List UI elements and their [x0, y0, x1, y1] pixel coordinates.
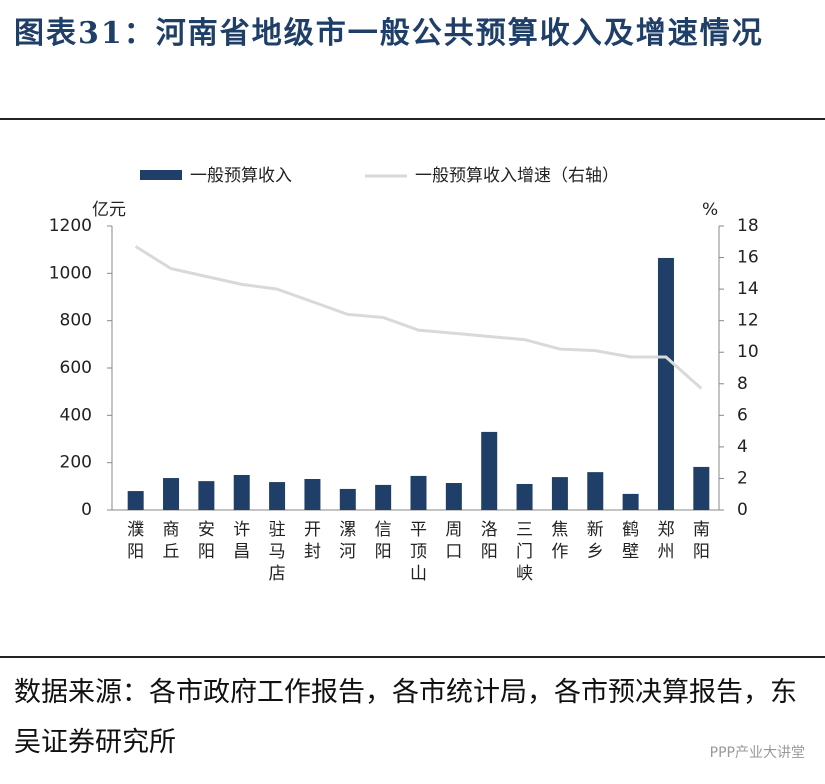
y2-tick-label: 10 — [737, 342, 759, 362]
x-tick-label: 周口 — [445, 520, 462, 562]
y2-tick-label: 8 — [737, 374, 748, 394]
x-tick-label: 鹤壁 — [622, 520, 639, 562]
legend-swatch — [140, 170, 182, 180]
x-tick-label: 安阳 — [198, 520, 215, 562]
x-tick-label: 商丘 — [163, 520, 180, 562]
line — [134, 245, 703, 390]
y-tick-label: 200 — [60, 453, 92, 473]
bar — [693, 466, 710, 510]
bar — [375, 484, 392, 510]
bar — [304, 478, 321, 510]
x-tick-label: 三门峡 — [516, 520, 533, 584]
y2-tick-label: 6 — [737, 405, 748, 425]
title: 图表31：河南省地级市一般公共预算收入及增速情况 — [14, 16, 764, 51]
x-tick-label: 濮阳 — [127, 520, 144, 562]
bar — [339, 488, 356, 510]
x-tick-label: 郑州 — [657, 520, 674, 562]
bar — [657, 257, 674, 510]
legend-label: 一般预算收入增速（右轴） — [415, 166, 619, 186]
bar — [516, 483, 533, 510]
bar — [198, 481, 215, 510]
y-tick-label: 800 — [60, 311, 92, 331]
y2-tick-label: 2 — [737, 468, 748, 488]
y2-tick-label: 12 — [737, 311, 759, 331]
y2-tick-label: 0 — [737, 500, 748, 520]
bar — [269, 482, 286, 510]
x-tick-label: 新乡 — [587, 520, 604, 562]
bar — [410, 475, 427, 510]
x-tick-label: 漯河 — [339, 520, 356, 562]
rule — [0, 656, 825, 658]
bar — [481, 431, 498, 510]
y-tick-label: 1000 — [49, 263, 92, 283]
bar — [233, 474, 250, 510]
source: 数据来源：各市政府工作报告，各市统计局，各市预决算报告，东吴证券研究所 — [14, 677, 797, 758]
watermark: PPP产业大讲堂 — [709, 745, 805, 761]
y-axis-label: 亿元 — [92, 200, 126, 220]
x-tick-label: 信阳 — [375, 520, 392, 562]
x-tick-label: 南阳 — [693, 520, 710, 562]
bar — [551, 477, 568, 510]
x-tick-label: 洛阳 — [481, 520, 498, 562]
y-tick-label: 1200 — [49, 216, 92, 236]
y2-tick-label: 14 — [737, 279, 759, 299]
bar — [163, 478, 180, 510]
x-tick-label: 开封 — [304, 520, 321, 562]
x-tick-label: 平顶山 — [410, 520, 427, 584]
rule — [0, 118, 825, 120]
y-tick-label: 400 — [60, 405, 92, 425]
x-tick-label: 焦作 — [551, 520, 568, 562]
x-tick-label: 许昌 — [233, 520, 250, 562]
y-tick-label: 0 — [81, 500, 92, 520]
y2-tick-label: 18 — [737, 216, 759, 236]
chart: 一般预算收入 一般预算收入增速（右轴） 亿元 % 0 200 400 600 800 1000 12… — [49, 166, 759, 584]
bar — [622, 493, 639, 510]
bar — [127, 491, 144, 510]
y2-tick-label: 16 — [737, 248, 759, 268]
bar — [445, 483, 462, 510]
x-tick-label: 驻马店 — [269, 520, 286, 584]
legend-label: 一般预算收入 — [190, 166, 292, 186]
y2-tick-label: 4 — [737, 437, 748, 457]
y-tick-label: 600 — [60, 358, 92, 378]
y2-axis-label: % — [702, 200, 718, 220]
bar — [587, 472, 604, 510]
